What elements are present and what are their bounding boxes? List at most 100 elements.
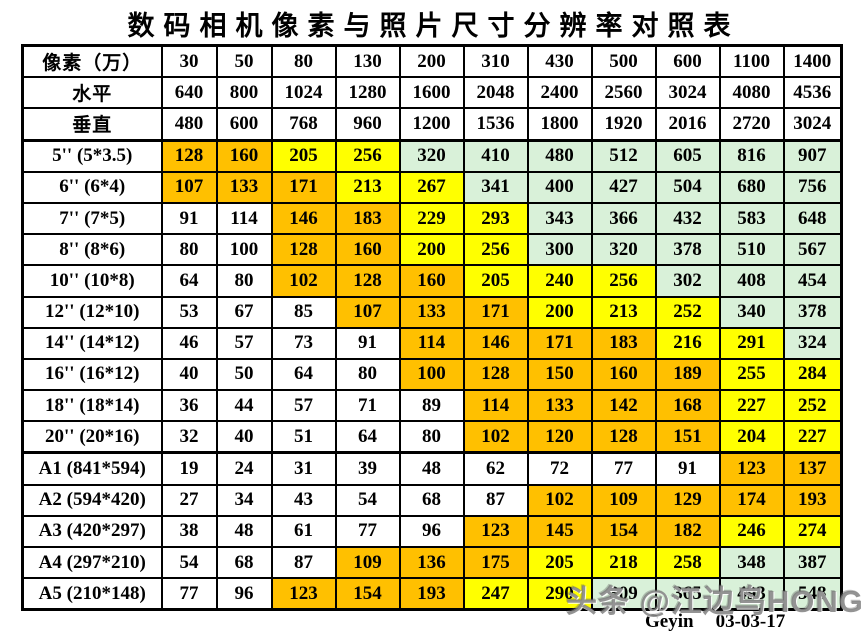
value-cell: 151 (654, 420, 721, 454)
value-cell: 427 (590, 170, 657, 204)
value-cell: 600 (215, 107, 273, 142)
value-cell: 284 (782, 357, 843, 392)
value-cell: 200 (398, 233, 465, 267)
value-cell: 39 (334, 451, 401, 486)
value-cell: 605 (654, 138, 721, 173)
value-cell: 89 (398, 389, 465, 423)
value-cell: 54 (160, 545, 218, 580)
value-cell: 145 (526, 514, 593, 549)
value-cell: 133 (215, 170, 273, 204)
value-cell: 247 (462, 577, 529, 611)
value-cell: 512 (590, 138, 657, 173)
value-cell: 183 (334, 201, 401, 236)
value-cell: 171 (462, 295, 529, 329)
value-cell: 343 (526, 201, 593, 236)
value-cell: 324 (782, 326, 843, 360)
value-cell: 1280 (334, 76, 401, 110)
value-cell: 123 (718, 451, 785, 486)
table-row: 7'' (7*5) 91 114 146 183 229 293 343 366 432 583 64… (21, 201, 843, 236)
value-cell: 154 (334, 577, 401, 611)
table-row: 8'' (8*6) 80 100 128 160 200 256 300 320 378 510 56… (21, 233, 843, 267)
value-cell: 96 (398, 514, 465, 549)
value-cell: 320 (590, 233, 657, 267)
value-cell: 54 (334, 483, 401, 517)
value-cell: 30 (160, 44, 218, 79)
table-row: 垂直 480 600 768 960 1200 1536 1800 1920 2016 2720 30… (21, 107, 843, 142)
row-label: 10'' (10*8) (21, 264, 163, 298)
value-cell: 32 (160, 420, 218, 454)
value-cell: 107 (334, 295, 401, 329)
value-cell: 387 (782, 545, 843, 580)
table-row: A5 (210*148) 77 96 123 154 193 247 290 309 365 493… (21, 577, 843, 611)
value-cell: 378 (782, 295, 843, 329)
value-cell: 1100 (718, 44, 785, 79)
table-row: 18'' (18*14) 36 44 57 71 89 114 133 142 168 227 252 (21, 389, 843, 423)
value-cell: 80 (160, 233, 218, 267)
table-row: 5'' (5*3.5) 128 160 205 256 320 410 480 512 605 81… (21, 138, 843, 173)
value-cell: 46 (160, 326, 218, 360)
value-cell: 80 (270, 44, 337, 79)
value-cell: 57 (270, 389, 337, 423)
value-cell: 293 (462, 201, 529, 236)
value-cell: 2560 (590, 76, 657, 110)
value-cell: 227 (718, 389, 785, 423)
value-cell: 38 (160, 514, 218, 549)
value-cell: 68 (215, 545, 273, 580)
value-cell: 1200 (398, 107, 465, 142)
value-cell: 40 (215, 420, 273, 454)
value-cell: 340 (718, 295, 785, 329)
row-label: 水平 (21, 76, 163, 110)
value-cell: 102 (270, 264, 337, 298)
value-cell: 109 (590, 483, 657, 517)
value-cell: 267 (398, 170, 465, 204)
value-cell: 128 (334, 264, 401, 298)
table-row: A2 (594*420) 27 34 43 54 68 87 102 109 129 174 193 (21, 483, 843, 517)
value-cell: 960 (334, 107, 401, 142)
value-cell: 175 (462, 545, 529, 580)
value-cell: 648 (782, 201, 843, 236)
row-label: 18'' (18*14) (21, 389, 163, 423)
value-cell: 128 (160, 138, 218, 173)
value-cell: 171 (270, 170, 337, 204)
value-cell: 160 (215, 138, 273, 173)
value-cell: 229 (398, 201, 465, 236)
value-cell: 493 (718, 577, 785, 611)
row-label: 垂直 (21, 107, 163, 142)
value-cell: 130 (334, 44, 401, 79)
value-cell: 3024 (654, 76, 721, 110)
value-cell: 62 (462, 451, 529, 486)
value-cell: 128 (270, 233, 337, 267)
value-cell: 87 (462, 483, 529, 517)
value-cell: 50 (215, 357, 273, 392)
value-cell: 1536 (462, 107, 529, 142)
value-cell: 213 (590, 295, 657, 329)
value-cell: 309 (590, 577, 657, 611)
row-label: 8'' (8*6) (21, 233, 163, 267)
value-cell: 57 (215, 326, 273, 360)
row-label: A1 (841*594) (21, 451, 163, 486)
value-cell: 100 (398, 357, 465, 392)
value-cell: 504 (654, 170, 721, 204)
value-cell: 91 (160, 201, 218, 236)
row-label: 20'' (20*16) (21, 420, 163, 454)
row-label: 6'' (6*4) (21, 170, 163, 204)
value-cell: 114 (462, 389, 529, 423)
value-cell: 548 (782, 577, 843, 611)
value-cell: 146 (462, 326, 529, 360)
value-cell: 600 (654, 44, 721, 79)
value-cell: 252 (654, 295, 721, 329)
value-cell: 40 (160, 357, 218, 392)
value-cell: 174 (718, 483, 785, 517)
value-cell: 1024 (270, 76, 337, 110)
value-cell: 378 (654, 233, 721, 267)
value-cell: 1920 (590, 107, 657, 142)
value-cell: 136 (398, 545, 465, 580)
value-cell: 91 (654, 451, 721, 486)
watermark: 头条 @江边鸟HONG (566, 584, 864, 619)
value-cell: 365 (654, 577, 721, 611)
value-cell: 146 (270, 201, 337, 236)
value-cell: 114 (398, 326, 465, 360)
table-row: 16'' (16*12) 40 50 64 80 100 128 150 160 189 255 28… (21, 357, 843, 392)
row-label: 像素（万） (21, 44, 163, 79)
value-cell: 160 (590, 357, 657, 392)
